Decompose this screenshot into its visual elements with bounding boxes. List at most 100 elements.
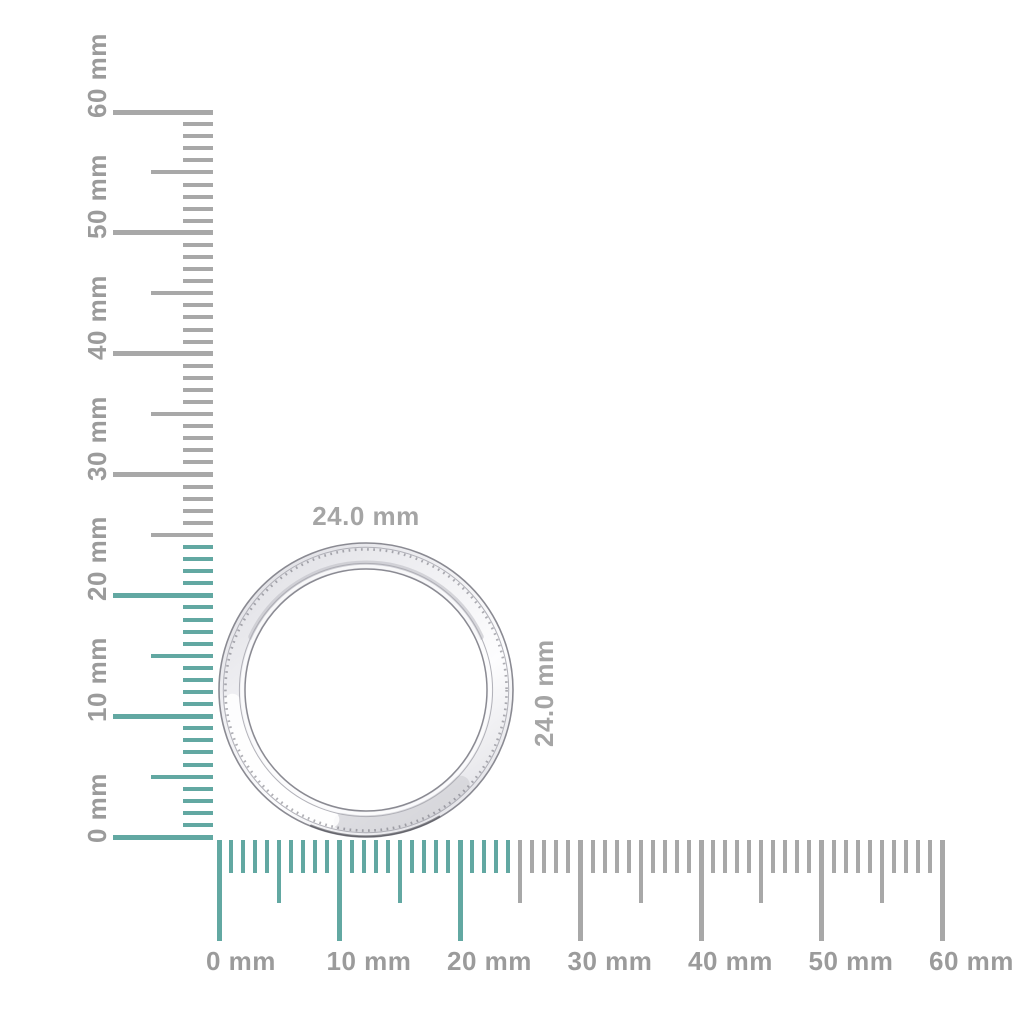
horizontal-ruler-tick [361, 840, 366, 873]
vertical-ruler-tick [151, 774, 213, 779]
vertical-ruler-tick [183, 520, 213, 525]
horizontal-ruler-tick [843, 840, 848, 873]
vertical-ruler-tick [113, 713, 213, 719]
vertical-ruler-label: 10 mm [82, 637, 112, 723]
vertical-ruler-tick [183, 242, 213, 247]
horizontal-ruler-tick [506, 840, 511, 873]
horizontal-ruler-tick [614, 840, 619, 873]
vertical-ruler-tick [183, 206, 213, 211]
ring-inner-edge [244, 568, 488, 812]
ring-inner-step-line [238, 562, 494, 818]
horizontal-ruler-tick [253, 840, 258, 873]
vertical-ruler-tick [183, 303, 213, 308]
vertical-ruler-tick [183, 400, 213, 404]
horizontal-ruler-tick [674, 840, 679, 873]
ring-bottom-edge-accent [310, 815, 441, 838]
vertical-ruler-tick [183, 448, 213, 453]
vertical-ruler-tick [151, 653, 213, 658]
horizontal-ruler-label: 40 mm [688, 946, 773, 976]
horizontal-ruler-tick [494, 840, 499, 873]
horizontal-ruler-tick [554, 840, 559, 873]
vertical-ruler-label: 40 mm [82, 274, 112, 360]
ring-highlight-arc [224, 693, 340, 828]
horizontal-ruler-label: 10 mm [326, 946, 412, 976]
vertical-ruler-tick [183, 375, 213, 380]
horizontal-ruler-tick [903, 840, 908, 873]
ring-top-inner-shadow [248, 560, 484, 641]
vertical-ruler-tick [183, 605, 213, 610]
horizontal-ruler-tick [385, 840, 390, 873]
vertical-ruler-tick [183, 496, 213, 501]
horizontal-ruler-tick [879, 840, 884, 903]
horizontal-ruler-tick [590, 840, 595, 873]
horizontal-ruler-tick [216, 840, 222, 941]
vertical-ruler-tick [151, 291, 213, 296]
horizontal-ruler-tick [373, 840, 378, 873]
vertical-ruler-tick [183, 122, 213, 127]
horizontal-ruler-tick [819, 840, 824, 941]
vertical-ruler-tick [151, 170, 213, 175]
horizontal-ruler-tick [313, 840, 318, 873]
horizontal-ruler-tick [662, 840, 667, 873]
horizontal-ruler-tick [783, 840, 788, 873]
horizontal-ruler-label: 30 mm [567, 946, 653, 976]
horizontal-ruler-tick [301, 840, 306, 873]
horizontal-ruler-tick [433, 840, 438, 873]
vertical-ruler-tick [151, 532, 213, 537]
horizontal-ruler-tick [855, 840, 860, 873]
horizontal-ruler-label: 20 mm [447, 946, 532, 976]
vertical-ruler-tick [183, 557, 213, 562]
horizontal-ruler-label: 50 mm [808, 946, 894, 976]
horizontal-ruler-tick [578, 840, 583, 941]
horizontal-ruler-tick [650, 840, 655, 873]
horizontal-ruler-tick [397, 840, 402, 903]
diamond-serration-dots [224, 548, 508, 832]
vertical-ruler-tick [183, 726, 213, 731]
vertical-ruler-tick [113, 351, 213, 357]
vertical-ruler-tick [183, 665, 213, 670]
horizontal-ruler-tick [409, 840, 414, 873]
vertical-ruler-tick [183, 134, 213, 139]
vertical-ruler-tick [183, 641, 213, 646]
horizontal-ruler-label: 60 mm [929, 946, 1014, 976]
horizontal-ruler-tick [602, 840, 607, 873]
vertical-ruler-tick [183, 267, 213, 272]
vertical-ruler-tick [183, 194, 213, 199]
vertical-ruler-tick [183, 798, 213, 803]
vertical-ruler-tick [183, 629, 213, 634]
horizontal-ruler-label: 0 mm [206, 946, 276, 976]
vertical-ruler-label: 60 mm [82, 33, 112, 119]
vertical-ruler-tick [183, 363, 213, 368]
horizontal-ruler-tick [470, 840, 475, 873]
vertical-ruler-tick [151, 412, 213, 417]
horizontal-ruler-tick [277, 840, 282, 903]
horizontal-ruler-tick [735, 840, 740, 873]
ring-height-label: 24.0 mm [529, 639, 559, 747]
ring-width-label: 24.0 mm [312, 501, 420, 531]
horizontal-ruler-tick [518, 840, 523, 903]
vertical-ruler-tick [183, 424, 213, 429]
vertical-ruler-tick [183, 810, 213, 815]
vertical-ruler-label: 50 mm [82, 153, 112, 239]
vertical-ruler-label: 20 mm [82, 516, 112, 602]
horizontal-ruler-tick [939, 840, 945, 941]
vertical-ruler-tick [183, 738, 213, 743]
vertical-ruler-tick [183, 436, 213, 441]
vertical-ruler-tick [183, 387, 213, 392]
vertical-ruler-tick [183, 822, 213, 827]
vertical-ruler-tick [183, 279, 213, 284]
vertical-ruler-tick [113, 592, 213, 598]
vertical-ruler-tick [183, 545, 213, 549]
vertical-ruler-tick [183, 508, 213, 513]
horizontal-ruler-tick [891, 840, 896, 873]
vertical-ruler-tick [183, 581, 213, 586]
horizontal-ruler-tick [915, 840, 920, 873]
ring-outer-step-line [222, 546, 510, 834]
horizontal-ruler-tick [831, 840, 836, 873]
horizontal-ruler-tick [325, 840, 330, 873]
horizontal-ruler-tick [337, 840, 342, 941]
horizontal-ruler-tick [530, 840, 535, 873]
horizontal-ruler-tick [542, 840, 547, 873]
vertical-ruler-tick [183, 690, 213, 694]
